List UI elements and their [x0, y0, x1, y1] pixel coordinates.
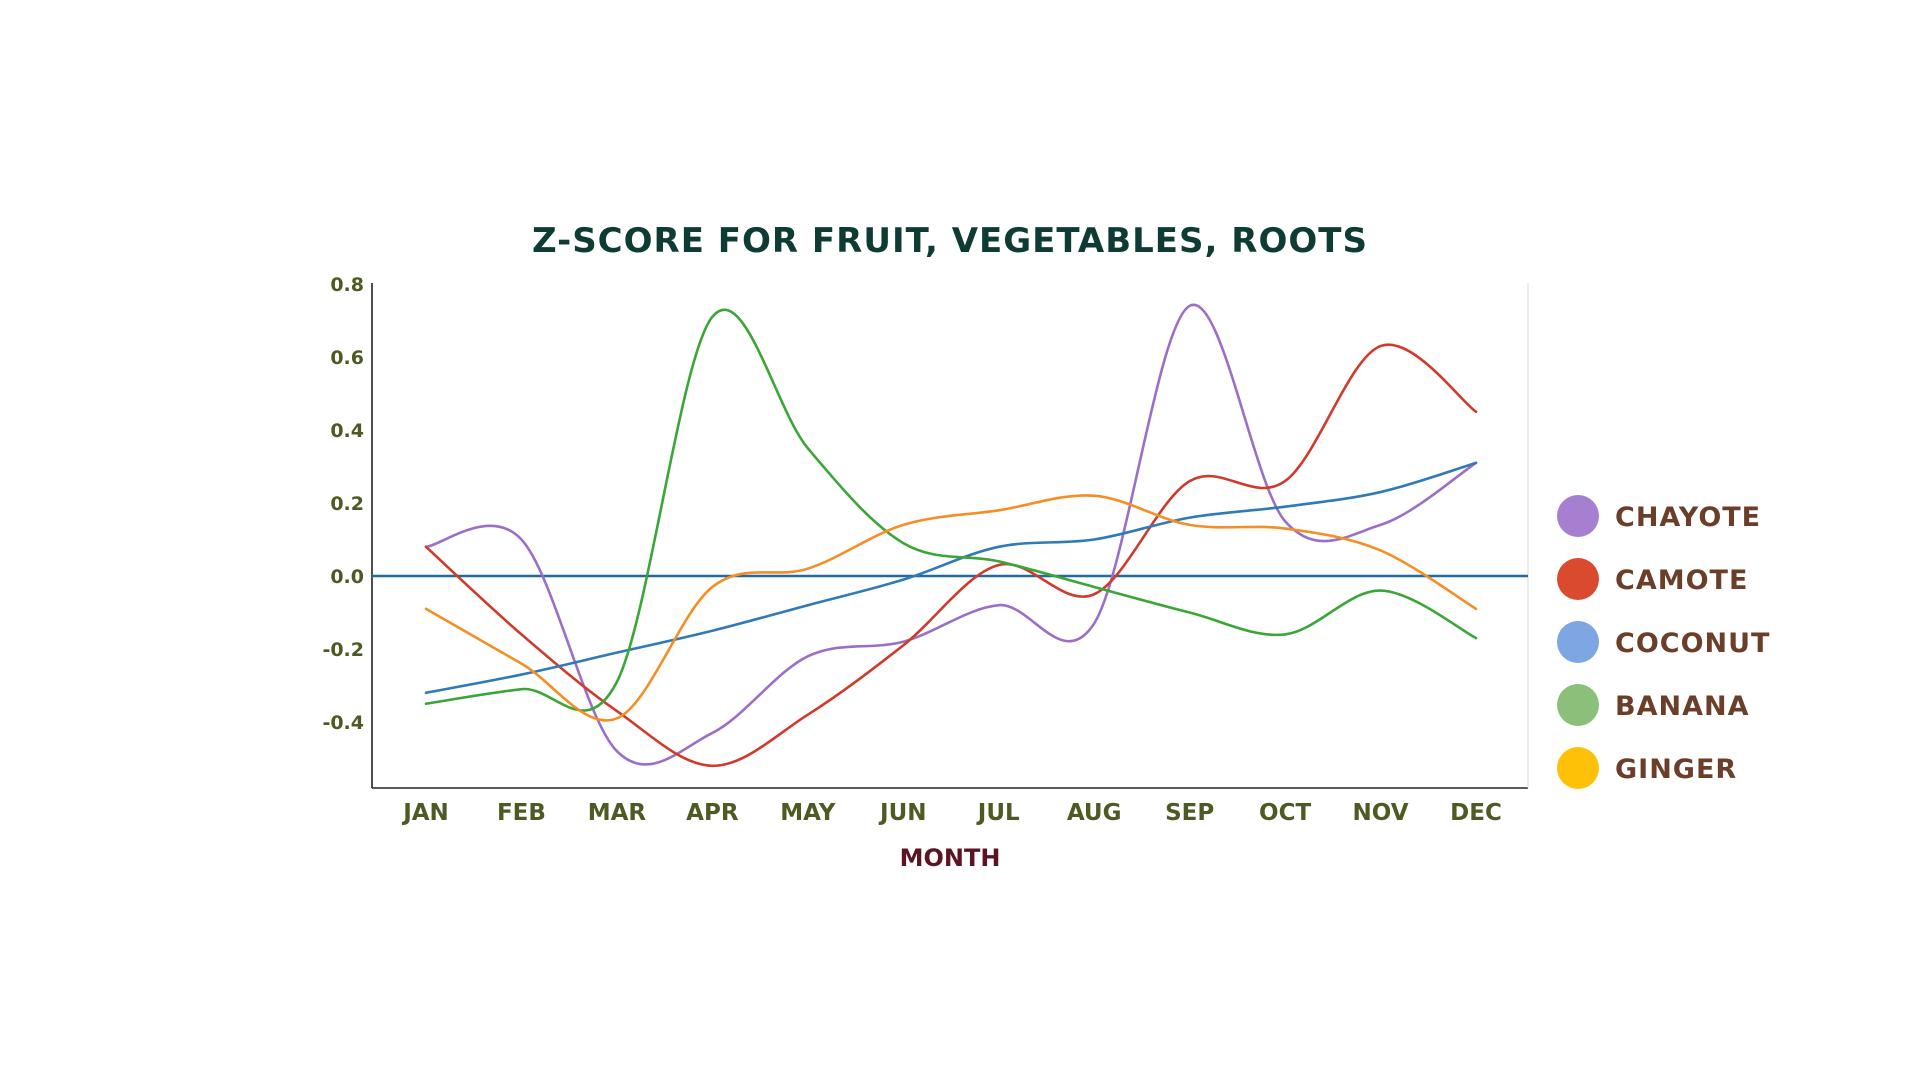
- y-tick-label: 0.0: [330, 566, 364, 588]
- legend-label-ginger: GINGER: [1615, 754, 1737, 785]
- x-tick-label: OCT: [1259, 800, 1311, 826]
- x-tick-label: MAY: [780, 800, 835, 826]
- legend-marker-ginger: [1557, 747, 1599, 789]
- legend-label-coconut: COCONUT: [1615, 628, 1770, 659]
- series-line-coconut: [424, 461, 1478, 695]
- series-line-camote: [424, 343, 1478, 768]
- x-tick-label: APR: [686, 800, 739, 826]
- y-tick-label: 0.6: [330, 347, 364, 369]
- x-axis-ticks: JAN FEB MAR APR MAY JUN JUL AUG SEP OCT NOV DEC: [401, 800, 1502, 826]
- axes: [371, 283, 1529, 789]
- y-tick-label: 0.4: [330, 420, 364, 442]
- y-tick-label: 0.2: [330, 493, 364, 515]
- x-tick-label: JUN: [878, 800, 926, 826]
- x-tick-label: JUL: [976, 800, 1020, 826]
- series-line-chayote: [424, 303, 1478, 766]
- series-line-banana: [424, 308, 1478, 712]
- x-tick-label: DEC: [1450, 800, 1502, 826]
- y-tick-label: 0.8: [330, 274, 364, 296]
- series-line-ginger: [424, 494, 1478, 722]
- legend-marker-coconut: [1557, 621, 1599, 663]
- legend-marker-chayote: [1557, 495, 1599, 537]
- x-tick-label: AUG: [1067, 800, 1122, 826]
- y-axis-ticks: 0.8 0.6 0.4 0.2 0.0 -0.2 -0.4: [322, 274, 364, 734]
- x-tick-label: JAN: [401, 800, 449, 826]
- x-tick-label: NOV: [1353, 800, 1409, 826]
- x-tick-label: FEB: [497, 800, 546, 826]
- series-lines: [424, 303, 1478, 768]
- legend-marker-banana: [1557, 684, 1599, 726]
- legend-label-chayote: CHAYOTE: [1615, 502, 1761, 533]
- x-tick-label: MAR: [588, 800, 647, 826]
- chart-title: Z-SCORE FOR FRUIT, VEGETABLES, ROOTS: [532, 221, 1368, 261]
- legend-label-banana: BANANA: [1615, 691, 1749, 722]
- legend-label-camote: CAMOTE: [1615, 565, 1748, 596]
- legend: CHAYOTE CAMOTE COCONUT BANANA GINGER: [1557, 495, 1770, 789]
- legend-marker-camote: [1557, 558, 1599, 600]
- x-axis-label: MONTH: [900, 844, 1001, 872]
- y-tick-label: -0.2: [322, 639, 364, 661]
- y-tick-label: -0.4: [322, 712, 364, 734]
- x-tick-label: SEP: [1165, 800, 1214, 826]
